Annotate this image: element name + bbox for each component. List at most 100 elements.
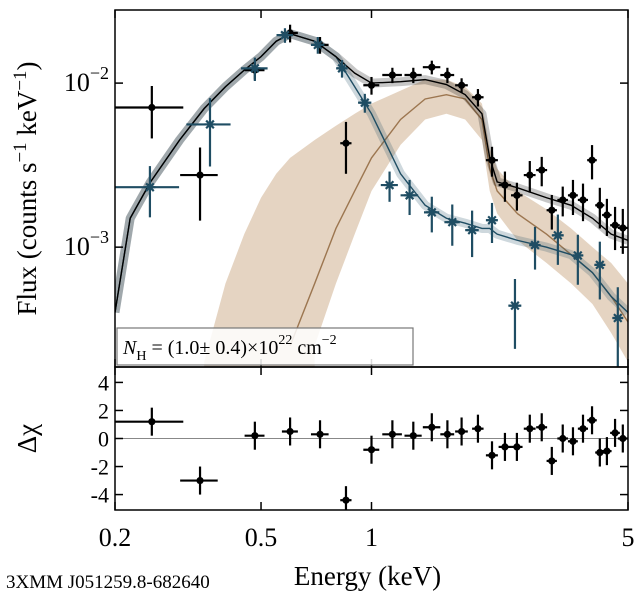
- data-point: [513, 443, 521, 451]
- data-point: [342, 139, 350, 147]
- data-point: [588, 156, 596, 164]
- y-tick-label: 4: [98, 370, 109, 395]
- data-point: [443, 430, 451, 438]
- y-tick-label: 10−2: [64, 63, 109, 97]
- data-point: [538, 423, 546, 431]
- data-point: [596, 448, 604, 457]
- tick-base: 10: [64, 68, 90, 97]
- data-point: [559, 196, 567, 204]
- data-point: [538, 166, 546, 174]
- data-point: [316, 430, 324, 438]
- data-point: [426, 207, 438, 217]
- text-part: −2: [322, 333, 337, 348]
- text-part: −1: [10, 71, 31, 91]
- data-point: [612, 313, 624, 323]
- data-point: [446, 217, 458, 227]
- data-point: [457, 427, 466, 436]
- data-point: [204, 119, 216, 130]
- data-point: [579, 196, 587, 204]
- data-point: [488, 156, 496, 164]
- data-point: [594, 260, 606, 270]
- data-point: [619, 224, 627, 232]
- data-point: [409, 71, 417, 79]
- data-point: [501, 181, 509, 189]
- data-point: [569, 437, 577, 445]
- data-point: [596, 201, 604, 209]
- x-tick-label: 5: [622, 523, 635, 552]
- data-point: [367, 81, 376, 89]
- source-label: 3XMM J051259.8-682640: [6, 572, 210, 593]
- y-axis-label: Flux (counts s−1 keV−1): [10, 62, 42, 316]
- y-tick-label: 10−3: [64, 227, 109, 261]
- data-point: [572, 250, 584, 261]
- data-point: [529, 240, 541, 250]
- data-point: [457, 81, 466, 89]
- data-point: [384, 180, 396, 190]
- data-point: [286, 427, 294, 436]
- data-point: [367, 446, 376, 454]
- data-point: [552, 230, 564, 240]
- tick-exponent: −3: [90, 227, 109, 247]
- data-point: [279, 30, 291, 40]
- data-point: [251, 432, 259, 440]
- data-point: [509, 301, 521, 311]
- data-point: [312, 40, 324, 50]
- data-point: [486, 215, 498, 225]
- data-point: [611, 221, 619, 229]
- x-tick-label: 1: [365, 523, 378, 552]
- y-tick-label: -2: [91, 455, 109, 480]
- data-point: [488, 451, 496, 459]
- data-point: [474, 93, 482, 101]
- annotation: NH = (1.0± 0.4)×1022 cm−2: [122, 333, 337, 364]
- text-part: H: [136, 349, 146, 364]
- plot-area-top: [115, 24, 628, 367]
- data-point: [579, 425, 587, 433]
- y-axis-label: Δχ: [12, 424, 42, 453]
- text-part: ): [12, 62, 42, 71]
- data-point: [548, 457, 556, 465]
- data-point: [443, 71, 451, 79]
- tick-base: 10: [64, 232, 90, 261]
- x-tick-label: 0.5: [245, 523, 278, 552]
- data-point: [196, 171, 204, 179]
- data-point: [144, 182, 156, 192]
- data-point: [428, 423, 436, 431]
- plot-area-bottom: [115, 406, 628, 510]
- y-tick-label: 2: [98, 398, 109, 423]
- data-point: [388, 71, 396, 79]
- y-tick-label: 0: [98, 427, 109, 452]
- text-part: −1: [10, 142, 31, 162]
- data-point: [548, 206, 556, 214]
- text-part: cm: [292, 337, 322, 359]
- data-point: [611, 429, 619, 437]
- y-tick-label: -4: [91, 483, 109, 508]
- data-point: [404, 190, 416, 200]
- text-part: 22: [278, 333, 292, 348]
- data-point: [526, 171, 534, 179]
- data-point: [526, 425, 534, 433]
- data-point: [474, 425, 482, 433]
- data-point: [336, 63, 348, 73]
- data-point: [409, 432, 417, 440]
- x-tick-label: 0.2: [99, 523, 132, 552]
- data-point: [428, 63, 436, 71]
- tick-exponent: −2: [90, 63, 109, 83]
- data-point: [466, 225, 478, 235]
- text-part: Flux (counts s: [12, 162, 42, 315]
- model-band: [204, 79, 628, 367]
- data-point: [148, 103, 156, 112]
- data-point: [569, 191, 577, 199]
- data-point: [603, 211, 611, 219]
- data-point: [501, 443, 509, 451]
- data-point: [603, 447, 611, 455]
- text-part: keV: [12, 90, 42, 142]
- data-point: [359, 98, 371, 108]
- data-point: [148, 418, 156, 426]
- data-point: [342, 496, 350, 504]
- data-point: [588, 416, 596, 424]
- data-point: [513, 191, 521, 199]
- x-axis-label: Energy (keV): [294, 561, 441, 591]
- data-point: [249, 63, 261, 73]
- data-point: [196, 476, 204, 485]
